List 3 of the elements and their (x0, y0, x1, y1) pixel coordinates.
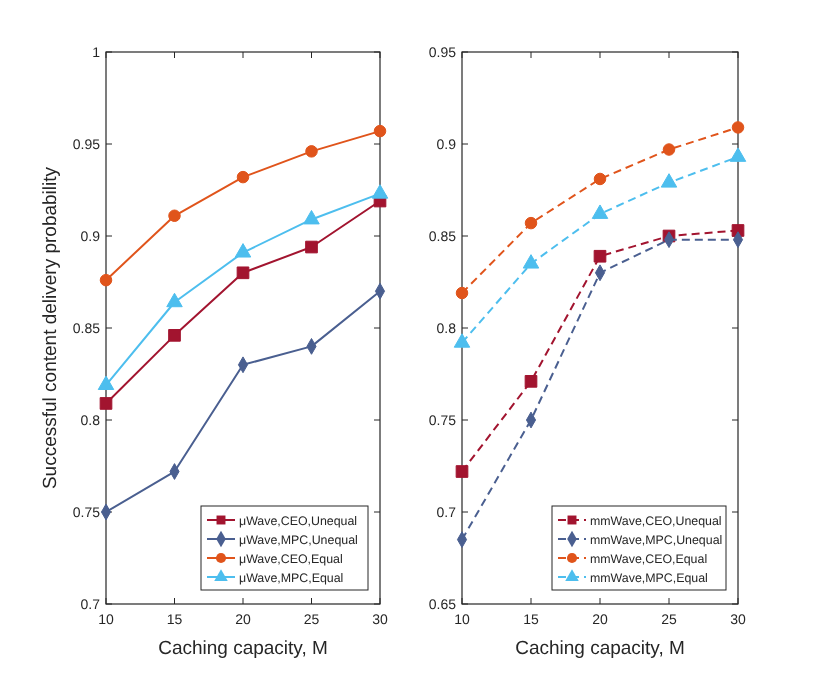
x-axis-title: Caching capacity, M (515, 638, 685, 660)
x-axis-title: Caching capacity, M (158, 638, 328, 660)
y-axis-title: Successful content delivery probability (40, 166, 62, 490)
